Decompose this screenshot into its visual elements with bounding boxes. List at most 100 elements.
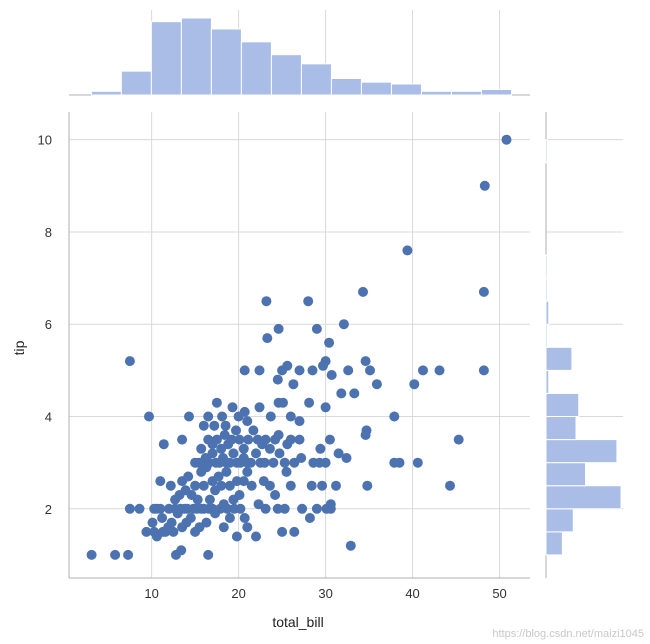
scatter-point [155, 503, 166, 514]
scatter-point [183, 471, 194, 482]
scatter-point [262, 333, 273, 344]
scatter-point [254, 365, 265, 376]
scatter-point [333, 448, 344, 459]
y-hist-bar [545, 531, 563, 556]
scatter-point [349, 388, 360, 399]
x-hist-bar [390, 83, 422, 96]
x-tick-label: 10 [144, 586, 158, 601]
scatter-point [320, 457, 331, 468]
x-tick-labels: 10 20 30 40 50 [144, 586, 506, 601]
scatter-point [294, 365, 305, 376]
y-tick-labels: 2 4 6 8 10 [38, 133, 52, 517]
scatter-point [343, 365, 354, 376]
scatter-point [211, 434, 222, 445]
scatter-point [238, 476, 249, 487]
scatter-point [311, 323, 322, 334]
scatter-point [190, 480, 201, 491]
scatter-point [134, 503, 145, 514]
scatter-point [220, 420, 231, 431]
y-hist-bar [545, 508, 574, 533]
scatter-point [304, 397, 315, 408]
x-hist-bar [270, 54, 302, 96]
scatter-point [243, 434, 254, 445]
scatter-point [231, 425, 241, 436]
y-hist-bar [545, 416, 577, 441]
scatter-point [360, 356, 371, 367]
x-hist-bar [120, 70, 152, 96]
scatter-point [326, 370, 337, 380]
scatter-point [218, 499, 229, 510]
scatter-point [289, 526, 300, 537]
scatter-point [264, 443, 275, 454]
y-hist-bar [545, 462, 587, 487]
scatter-point [278, 397, 288, 408]
scatter-point [198, 420, 209, 431]
watermark-text: https://blog.csdn.net/maizi1045 [492, 628, 644, 640]
scatter-point [157, 513, 168, 523]
scatter-point [253, 499, 264, 510]
scatter-point [192, 494, 203, 505]
y-hist-bar [545, 254, 548, 279]
y-hist-bar [545, 300, 550, 325]
scatter-point [345, 540, 356, 551]
scatter-point [418, 365, 428, 376]
y-hist-bar [545, 139, 548, 164]
scatter-point [453, 434, 464, 445]
scatter-point [235, 503, 246, 514]
scatter-point [304, 513, 315, 523]
x-hist-bar [480, 89, 512, 96]
scatter-point [110, 549, 121, 560]
scatter-point [265, 411, 276, 422]
scatter-point [165, 480, 176, 491]
scatter-point [123, 549, 134, 560]
scatter-point [260, 434, 271, 445]
scatter-point [238, 443, 249, 454]
scatter-point [251, 448, 261, 459]
scatter-axes [68, 112, 530, 579]
scatter-point [141, 526, 152, 537]
scatter-point [434, 365, 445, 376]
scatter-point [201, 517, 212, 528]
scatter-point [306, 480, 317, 491]
scatter-point [394, 457, 405, 468]
scatter-point [228, 448, 239, 459]
scatter-point [213, 471, 224, 482]
scatter-point [294, 416, 305, 427]
scatter-point [285, 411, 296, 422]
scatter-point [231, 531, 242, 542]
x-hist-bar [420, 90, 452, 96]
scatter-point [207, 448, 218, 459]
x-hist-bar [90, 90, 122, 96]
y-hist-bar [545, 439, 618, 464]
scatter-point [409, 379, 420, 390]
scatter-point [124, 356, 135, 367]
scatter-point [242, 466, 253, 477]
scatter-point [296, 453, 307, 463]
scatter-point [242, 416, 253, 427]
y-hist-bar [545, 277, 548, 302]
scatter-point [371, 379, 382, 390]
x-axis-label: total_bill [272, 614, 323, 630]
scatter-point [239, 406, 250, 417]
scatter-point [177, 434, 188, 445]
scatter-point [273, 430, 284, 440]
scatter-point [224, 457, 235, 468]
scatter-point [234, 434, 245, 445]
x-tick-label: 40 [405, 586, 419, 601]
x-hist-bar [210, 28, 242, 96]
scatter-point [198, 480, 209, 491]
y-tick-label: 8 [45, 225, 52, 240]
scatter-point [320, 402, 331, 413]
y-tick-label: 6 [45, 317, 52, 332]
scatter-point [303, 296, 314, 307]
x-tick-label: 20 [231, 586, 245, 601]
scatter-point [281, 466, 292, 477]
scatter-point [285, 480, 296, 491]
scatter-point [211, 397, 222, 408]
scatter-point [217, 411, 228, 422]
scatter-point [234, 490, 245, 500]
scatter-point [282, 360, 293, 371]
scatter-point [279, 457, 290, 468]
scatter-point [389, 411, 400, 422]
